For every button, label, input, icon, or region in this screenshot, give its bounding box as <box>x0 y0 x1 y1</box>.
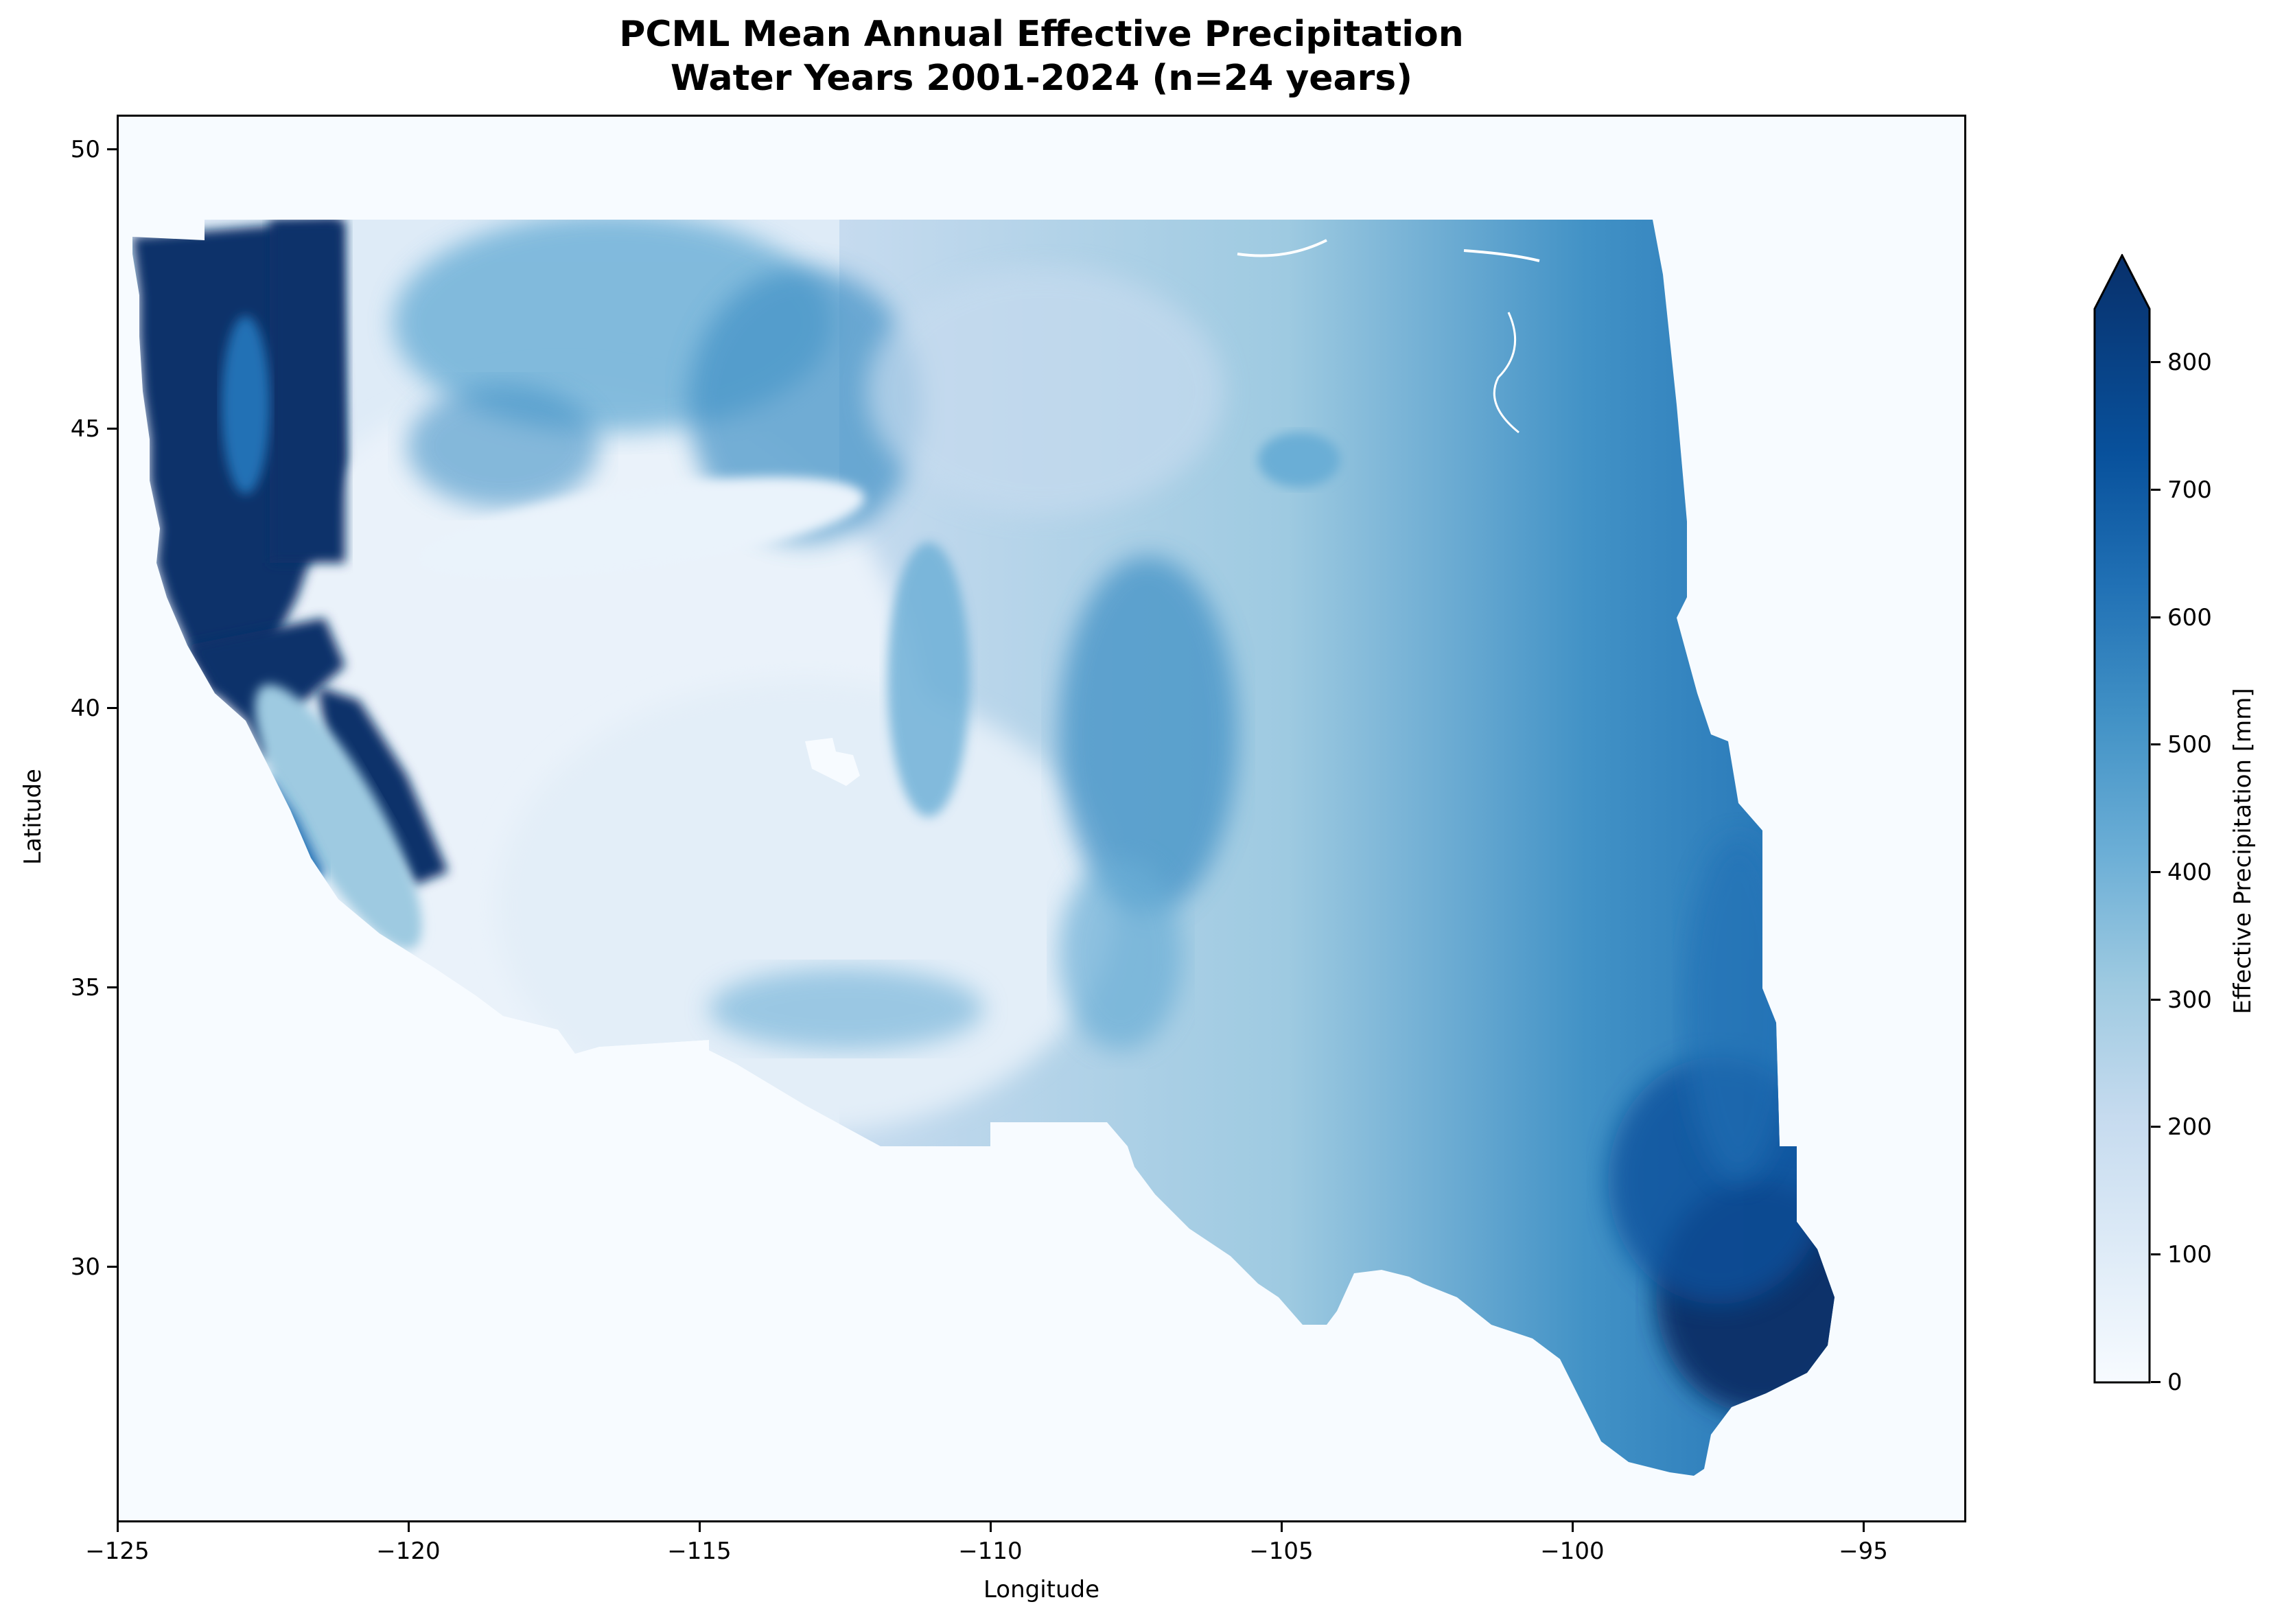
colorbar-tick-label: 400 <box>2167 859 2212 886</box>
colorbar-tick <box>2151 1253 2161 1255</box>
colorbar-title: Effective Precipitation [mm] <box>2229 688 2257 1014</box>
colorbar-tick <box>2151 871 2161 873</box>
chart-title-line-1: PCML Mean Annual Effective Precipitation <box>619 14 1464 55</box>
x-tick-label: −125 <box>85 1538 150 1565</box>
y-tick <box>107 707 117 709</box>
colorbar-tick <box>2151 361 2161 363</box>
colorbar-tick-label: 700 <box>2167 476 2212 504</box>
colorbar <box>2093 254 2151 1384</box>
y-axis-title: Latitude <box>19 769 47 865</box>
x-tick <box>1281 1522 1283 1532</box>
colorbar-tick <box>2151 743 2161 745</box>
colorbar-tick-label: 0 <box>2167 1369 2182 1396</box>
x-tick-label: −110 <box>958 1538 1023 1565</box>
x-tick <box>990 1522 992 1532</box>
chart-title-line-2: Water Years 2001-2024 (n=24 years) <box>671 58 1412 99</box>
land-region <box>132 220 1835 1476</box>
y-tick-label: 50 <box>70 136 100 163</box>
x-axis-title: Longitude <box>983 1576 1100 1603</box>
y-tick <box>107 428 117 430</box>
colorbar-tick-label: 200 <box>2167 1113 2212 1141</box>
y-tick <box>107 148 117 150</box>
y-tick-label: 40 <box>70 695 100 722</box>
colorbar-tick <box>2151 1381 2161 1383</box>
x-tick-label: −115 <box>667 1538 732 1565</box>
colorbar-tick-label: 300 <box>2167 986 2212 1014</box>
colorbar-tick-label: 800 <box>2167 349 2212 376</box>
chart-title: PCML Mean Annual Effective Precipitation… <box>117 12 1966 100</box>
x-tick <box>117 1522 119 1532</box>
y-tick-label: 35 <box>70 974 100 1001</box>
x-tick <box>408 1522 410 1532</box>
map-plot-area <box>117 115 1966 1522</box>
colorbar-tick-label: 600 <box>2167 604 2212 631</box>
x-tick <box>1863 1522 1865 1532</box>
colorbar-tick <box>2151 999 2161 1001</box>
y-tick-label: 30 <box>70 1253 100 1281</box>
y-tick <box>107 986 117 988</box>
y-tick <box>107 1266 117 1268</box>
x-tick-label: −120 <box>376 1538 441 1565</box>
x-tick-label: −100 <box>1540 1538 1605 1565</box>
x-tick-label: −95 <box>1839 1538 1888 1565</box>
x-tick <box>1572 1522 1574 1532</box>
colorbar-tick <box>2151 1126 2161 1128</box>
colorbar-tick-label: 100 <box>2167 1241 2212 1268</box>
precipitation-heatmap <box>132 220 1835 1476</box>
colorbar-tick <box>2151 489 2161 491</box>
colorbar-tick-label: 500 <box>2167 731 2212 758</box>
x-tick <box>699 1522 701 1532</box>
colorbar-tick <box>2151 616 2161 618</box>
y-tick-label: 45 <box>70 415 100 443</box>
x-tick-label: −105 <box>1249 1538 1314 1565</box>
